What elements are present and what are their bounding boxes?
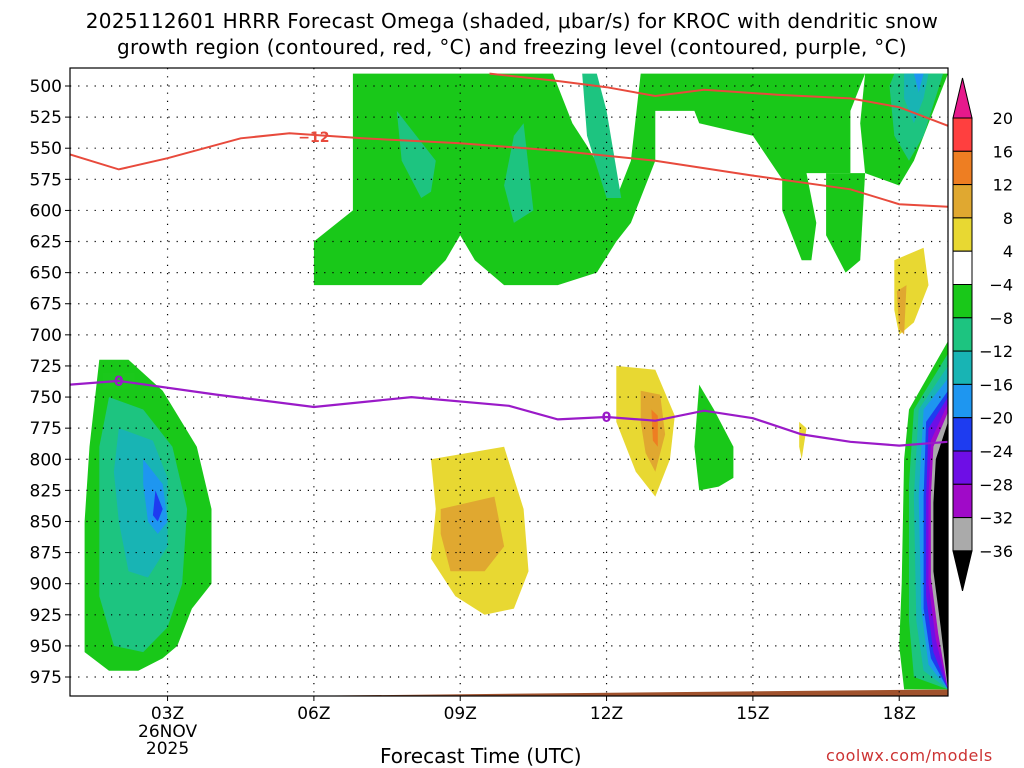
label-minus12: −12 <box>298 130 329 146</box>
ytick-label-775: 775 <box>30 419 62 439</box>
colorbar-label-9: −20 <box>979 409 1013 428</box>
colorbar-bottom-arrow <box>952 550 973 592</box>
colorbar-label-4: 4 <box>1003 242 1013 261</box>
colorbar-label-1: 16 <box>993 142 1013 161</box>
freezing-line <box>70 379 948 447</box>
xtick-label-09Z: 09Z <box>444 704 477 724</box>
ytick-label-750: 750 <box>30 388 62 408</box>
shade-gold-16z <box>799 421 807 460</box>
ytick-label-575: 575 <box>30 170 62 190</box>
shade-yellow-early-b <box>211 378 236 410</box>
colorbar-top-arrow <box>952 77 973 119</box>
contour-labels: −12 0 0 <box>114 130 612 426</box>
ytick-label-825: 825 <box>30 481 62 501</box>
colorbar-bin-11 <box>952 483 973 519</box>
colorbar-label-7: −12 <box>979 342 1013 361</box>
plot-frame <box>69 67 949 697</box>
ytick-label-725: 725 <box>30 357 62 377</box>
shade-red-12z <box>651 409 658 447</box>
ytick-label-800: 800 <box>30 450 62 470</box>
colorbar-label-3: 8 <box>1003 209 1013 228</box>
shade-green-14z <box>694 384 734 491</box>
colorbar-label-13: −36 <box>979 542 1013 561</box>
colorbar-label-11: −28 <box>979 475 1013 494</box>
label-zero-a: 0 <box>114 374 124 390</box>
shade-blue-ur <box>913 73 924 93</box>
chart-title: 2025112601 HRRR Forecast Omega (shaded, … <box>0 8 1024 60</box>
colorbar-label-0: 20 <box>993 109 1013 128</box>
shade-darkblue-low <box>152 490 163 522</box>
ytick-label-875: 875 <box>30 544 62 564</box>
label-zero-b: 0 <box>602 410 612 426</box>
title-line-2: growth region (contoured, red, °C) and f… <box>117 35 907 59</box>
colorbar-bin-5 <box>952 284 973 319</box>
xtick-sub-year: 2025 <box>146 739 189 759</box>
ytick-label-925: 925 <box>30 606 62 626</box>
colorbar-bin-1 <box>952 150 973 186</box>
ytick-label-850: 850 <box>30 512 62 532</box>
omega-shading <box>70 73 948 696</box>
ytick-label-500: 500 <box>30 77 62 97</box>
xtick-sub-date: 26NOV <box>138 722 197 742</box>
colorbar-label-5: −4 <box>989 276 1013 295</box>
colorbar-label-10: −24 <box>979 442 1013 461</box>
ytick-label-600: 600 <box>30 201 62 221</box>
shade-yellow-early <box>196 73 222 198</box>
y-axis: 500 525 550 575 600 625 650 675 700 725 750 775 800 8… <box>30 77 70 688</box>
ytick-label-625: 625 <box>30 233 62 253</box>
ytick-label-525: 525 <box>30 108 62 128</box>
colorbar-bin-3 <box>952 217 973 252</box>
title-line-1: 2025112601 HRRR Forecast Omega (shaded, … <box>85 9 939 33</box>
shade-teal-a <box>396 110 436 198</box>
colorbar-label-12: −32 <box>979 509 1013 528</box>
ground <box>70 689 948 696</box>
colorbar-bin-7 <box>952 350 973 385</box>
contour-lines <box>70 72 948 447</box>
colorbar-label-8: −16 <box>979 375 1013 394</box>
xtick-label-15Z: 15Z <box>736 704 769 724</box>
ytick-label-975: 975 <box>30 668 62 688</box>
dgz-line-upper <box>489 72 948 127</box>
xtick-label-03Z: 03Z <box>151 704 184 724</box>
ytick-label-950: 950 <box>30 637 62 657</box>
colorbar: 20 16 12 8 4 −4 −8 −12 −16 −20 −24 −28 −32 −36 <box>952 77 1013 592</box>
colorbar-label-6: −8 <box>989 309 1013 328</box>
colorbar-bin-8 <box>952 383 973 419</box>
ytick-label-700: 700 <box>30 326 62 346</box>
xtick-label-18Z: 18Z <box>883 704 916 724</box>
dgz-line-minus12 <box>70 132 948 208</box>
xtick-label-12Z: 12Z <box>590 704 623 724</box>
ytick-label-675: 675 <box>30 295 62 315</box>
colorbar-bin-0 <box>952 117 973 152</box>
colorbar-bin-2 <box>952 184 973 219</box>
x-axis-title: Forecast Time (UTC) <box>380 744 582 768</box>
shade-black-rs <box>933 421 948 690</box>
colorbar-bin-4 <box>952 250 973 285</box>
shade-green-upper <box>221 73 866 286</box>
ytick-label-650: 650 <box>30 264 62 284</box>
credit-text: coolwx.com/models <box>826 746 993 765</box>
colorbar-label-2: 12 <box>993 176 1013 195</box>
colorbar-bin-9 <box>952 417 973 452</box>
colorbar-bin-12 <box>952 517 973 552</box>
colorbar-bin-6 <box>952 317 973 352</box>
shade-yellow-14z <box>694 558 729 621</box>
xtick-label-06Z: 06Z <box>297 704 330 724</box>
ytick-label-900: 900 <box>30 575 62 595</box>
shade-teal-ur <box>889 73 944 161</box>
colorbar-bin-10 <box>952 450 973 485</box>
ytick-label-550: 550 <box>30 139 62 159</box>
shade-cyan-low <box>113 428 168 578</box>
shade-green-upper-b <box>826 173 866 273</box>
shade-teal-c <box>582 73 622 198</box>
